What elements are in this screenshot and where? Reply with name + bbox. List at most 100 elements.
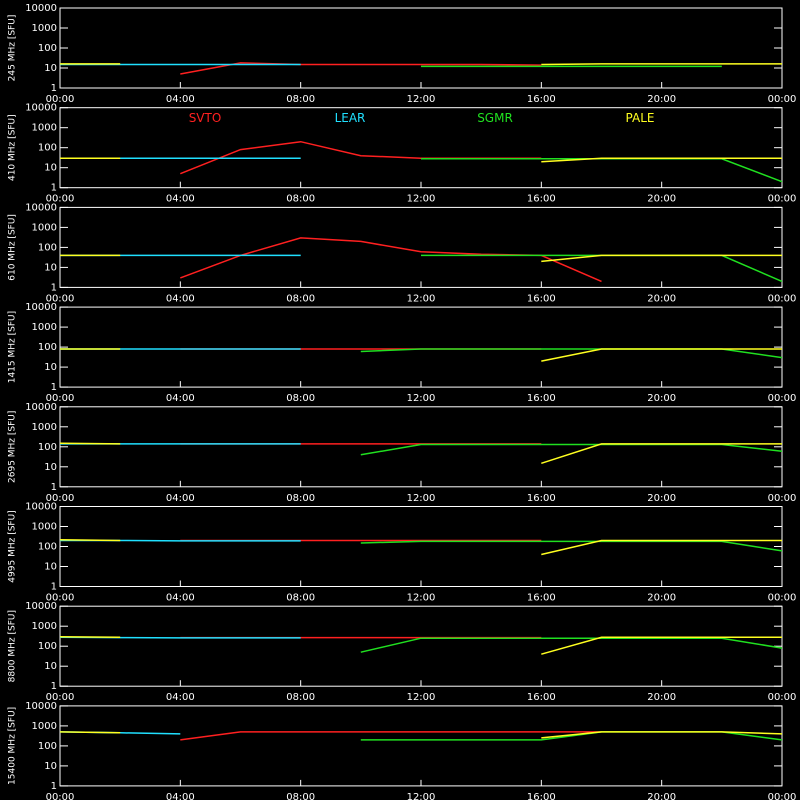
y-tick-label: 10000 [25,302,57,313]
x-tick-label: 16:00 [527,94,556,105]
x-tick-label: 20:00 [647,792,676,800]
y-axis-label: 410 MHz [SFU] [8,114,18,181]
y-tick-label: 100 [38,242,57,253]
x-tick-label: 08:00 [286,493,315,504]
x-tick-label: 16:00 [527,393,556,404]
x-tick-label: 00:00 [768,792,797,800]
y-tick-label: 1 [51,83,57,94]
y-tick-label: 100 [38,442,57,453]
x-tick-label: 04:00 [166,792,195,800]
legend-entry: LEAR [335,111,366,125]
series-line [421,158,783,183]
series-line [59,731,783,739]
x-tick-label: 00:00 [46,194,75,205]
x-tick-label: 20:00 [647,94,676,105]
x-tick-label: 20:00 [647,593,676,604]
x-tick-label: 12:00 [407,493,436,504]
x-tick-label: 12:00 [407,792,436,800]
x-tick-label: 08:00 [286,293,315,304]
series-line [360,348,783,359]
x-tick-label: 12:00 [407,194,436,205]
y-axis-label: 245 MHz [SFU] [8,15,18,82]
y-tick-label: 1000 [32,621,57,632]
series-line [180,237,602,283]
series-line [180,731,602,741]
y-axis-label: 610 MHz [SFU] [8,214,18,281]
x-tick-label: 00:00 [46,94,75,105]
x-tick-label: 08:00 [286,593,315,604]
x-tick-label: 12:00 [407,393,436,404]
x-tick-label: 00:00 [768,293,797,304]
y-tick-label: 10000 [25,701,57,712]
plot-frame [59,605,783,687]
plot-frame [59,206,783,288]
y-tick-label: 10000 [25,3,57,14]
x-tick-label: 20:00 [647,692,676,703]
y-tick-label: 10000 [25,103,57,114]
x-tick-label: 08:00 [286,792,315,800]
x-tick-label: 00:00 [46,692,75,703]
y-tick-label: 10 [44,63,57,74]
x-tick-label: 00:00 [768,393,797,404]
x-tick-label: 16:00 [527,593,556,604]
y-tick-label: 1 [51,282,57,293]
plot-frame [59,406,783,488]
y-tick-label: 100 [38,143,57,154]
x-tick-label: 00:00 [46,393,75,404]
x-tick-label: 16:00 [527,792,556,800]
x-tick-label: 08:00 [286,194,315,205]
y-tick-label: 10 [44,462,57,473]
x-tick-label: 04:00 [166,94,195,105]
y-tick-label: 100 [38,43,57,54]
y-tick-label: 1 [51,183,57,194]
series-line [360,540,783,552]
y-tick-label: 100 [38,542,57,553]
x-tick-label: 04:00 [166,393,195,404]
x-tick-label: 04:00 [166,593,195,604]
y-tick-label: 10000 [25,402,57,413]
y-tick-label: 1 [51,582,57,593]
y-tick-label: 1000 [32,422,57,433]
x-tick-label: 16:00 [527,493,556,504]
y-tick-label: 10 [44,362,57,373]
x-tick-label: 16:00 [527,194,556,205]
y-tick-label: 1 [51,681,57,692]
y-tick-label: 100 [38,342,57,353]
x-tick-label: 00:00 [768,94,797,105]
x-tick-label: 04:00 [166,692,195,703]
x-tick-label: 12:00 [407,593,436,604]
y-axis-label: 1415 MHz [SFU] [8,311,18,383]
series-line [60,254,782,263]
y-tick-label: 1000 [32,123,57,134]
series-line [360,731,783,741]
series-line [180,62,542,75]
x-tick-label: 04:00 [166,194,195,205]
y-tick-label: 1000 [32,322,57,333]
x-tick-label: 08:00 [286,94,315,105]
x-tick-label: 16:00 [527,692,556,703]
x-tick-label: 04:00 [166,293,195,304]
series-line [60,157,782,163]
plot-frame [59,506,783,587]
y-tick-label: 1 [51,482,57,493]
y-axis-label: 2695 MHz [SFU] [8,411,18,483]
series-line [59,538,782,556]
x-tick-label: 20:00 [647,293,676,304]
x-tick-label: 00:00 [46,792,75,800]
x-tick-label: 00:00 [768,493,797,504]
legend-entry: PALE [626,111,655,125]
x-tick-label: 12:00 [407,293,436,304]
x-tick-label: 00:00 [768,593,797,604]
legend-entry: SVTO [189,111,222,125]
x-tick-label: 08:00 [286,393,315,404]
x-tick-label: 04:00 [166,493,195,504]
x-tick-label: 20:00 [647,194,676,205]
y-tick-label: 10 [44,562,57,573]
x-tick-label: 12:00 [407,94,436,105]
plot-frame [59,306,783,388]
x-tick-label: 00:00 [768,194,797,205]
x-tick-label: 00:00 [46,293,75,304]
y-tick-label: 10 [44,262,57,273]
x-tick-label: 00:00 [768,692,797,703]
y-tick-label: 1000 [32,721,57,732]
